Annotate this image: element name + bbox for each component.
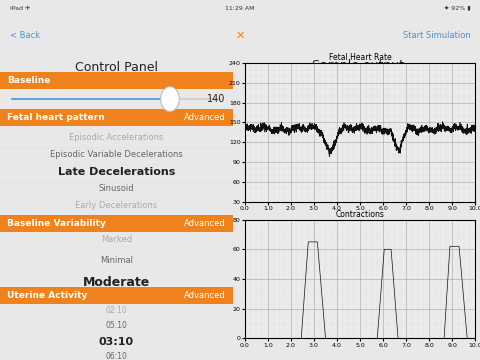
Text: Start Simulation: Start Simulation <box>403 31 470 40</box>
Text: iPad ✈: iPad ✈ <box>10 6 30 11</box>
Text: Late Decelerations: Late Decelerations <box>58 167 175 177</box>
Title: Fetal Heart Rate: Fetal Heart Rate <box>329 53 391 62</box>
Text: Episodic Variable Decelerations: Episodic Variable Decelerations <box>50 150 183 159</box>
Text: Advanced: Advanced <box>184 219 226 228</box>
Text: Episodic Accelerations: Episodic Accelerations <box>69 133 164 142</box>
Text: Advanced: Advanced <box>184 291 226 300</box>
Bar <box>0 287 233 304</box>
Text: Marked: Marked <box>101 235 132 244</box>
Title: Contractions: Contractions <box>336 210 384 219</box>
Text: ✕: ✕ <box>235 31 245 41</box>
Text: Fetal heart pattern: Fetal heart pattern <box>7 113 105 122</box>
Circle shape <box>161 87 179 112</box>
Text: 05:10: 05:10 <box>106 321 127 330</box>
Text: 02:10: 02:10 <box>106 306 127 315</box>
Text: 03:10: 03:10 <box>99 337 134 347</box>
Text: 06:10: 06:10 <box>106 352 127 360</box>
Bar <box>0 109 233 126</box>
Text: < Back: < Back <box>10 31 40 40</box>
Text: Sinusoid: Sinusoid <box>98 184 134 193</box>
Text: Moderate: Moderate <box>83 276 150 289</box>
Text: Baseline Variability: Baseline Variability <box>7 219 106 228</box>
Text: Minimal: Minimal <box>100 256 133 265</box>
Text: Baseline: Baseline <box>7 76 50 85</box>
Text: Sample output: Sample output <box>312 59 404 72</box>
Text: 140: 140 <box>207 94 226 104</box>
Text: Uterine Activity: Uterine Activity <box>7 291 87 300</box>
Bar <box>0 72 233 89</box>
Text: ✦ 92% ▮: ✦ 92% ▮ <box>444 6 470 11</box>
Text: Early Decelerations: Early Decelerations <box>75 201 157 210</box>
Text: Advanced: Advanced <box>184 113 226 122</box>
Bar <box>0 215 233 232</box>
Text: 11:29 AM: 11:29 AM <box>225 6 255 11</box>
Text: Control Panel: Control Panel <box>75 61 158 74</box>
